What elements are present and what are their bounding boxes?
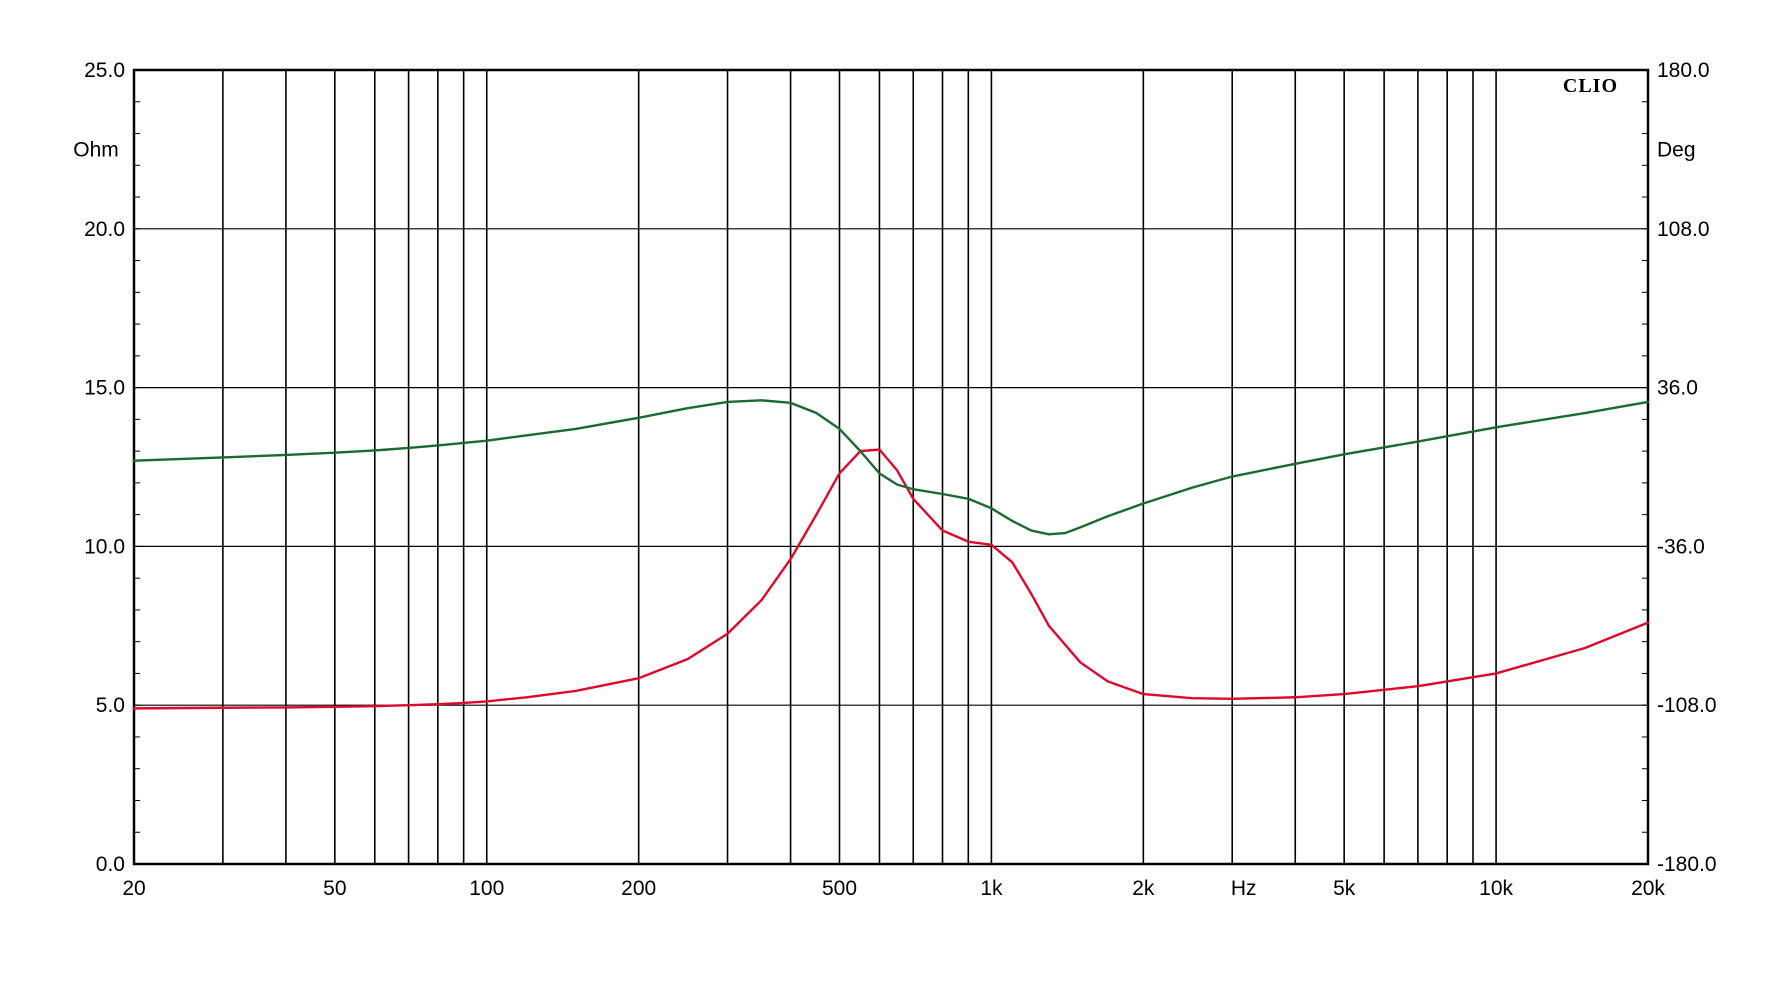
x-tick-label: 20k: [1631, 877, 1665, 900]
axis-labels: 20 50 100 200 500 1k 2k 5k 10k 20k 0.0 5.0 10.0 15.0 2…: [84, 59, 1716, 900]
x-tick-label: 2k: [1132, 877, 1155, 900]
left-y-tick-label: 10.0: [84, 535, 125, 558]
x-tick-label: 50: [323, 877, 346, 900]
series-line-1: [132, 448, 1650, 710]
right-axis-unit-label: Deg: [1657, 138, 1696, 161]
right-y-tick-label: 180.0: [1657, 59, 1710, 82]
right-y-tick-label: -108.0: [1657, 694, 1717, 717]
x-tick-label: 5k: [1333, 877, 1356, 900]
grid-lines: [134, 69, 1648, 865]
right-y-tick-label: 36.0: [1657, 377, 1698, 400]
x-tick-label: 20: [122, 877, 145, 900]
clio-brand-label: CLIO: [1563, 75, 1618, 97]
left-axis-unit-label: Ohm: [73, 138, 119, 161]
right-y-tick-label: -180.0: [1657, 853, 1717, 876]
left-y-tick-label: 20.0: [84, 218, 125, 241]
x-tick-label: 200: [621, 877, 656, 900]
left-y-tick-label: 5.0: [96, 694, 125, 717]
x-tick-label: 10k: [1479, 877, 1513, 900]
right-y-tick-label: 108.0: [1657, 218, 1710, 241]
left-y-tick-label: 15.0: [84, 377, 125, 400]
x-tick-label: 1k: [980, 877, 1003, 900]
x-tick-label: 500: [822, 877, 857, 900]
series-group: [132, 399, 1650, 710]
x-tick-label: 100: [469, 877, 504, 900]
x-axis-unit-label: Hz: [1231, 877, 1257, 900]
left-y-tick-label: 0.0: [96, 853, 125, 876]
plot-frame: [132, 68, 1650, 866]
series-line-2: [132, 399, 1650, 536]
left-y-tick-label: 25.0: [84, 59, 125, 82]
right-y-tick-label: -36.0: [1657, 535, 1705, 558]
